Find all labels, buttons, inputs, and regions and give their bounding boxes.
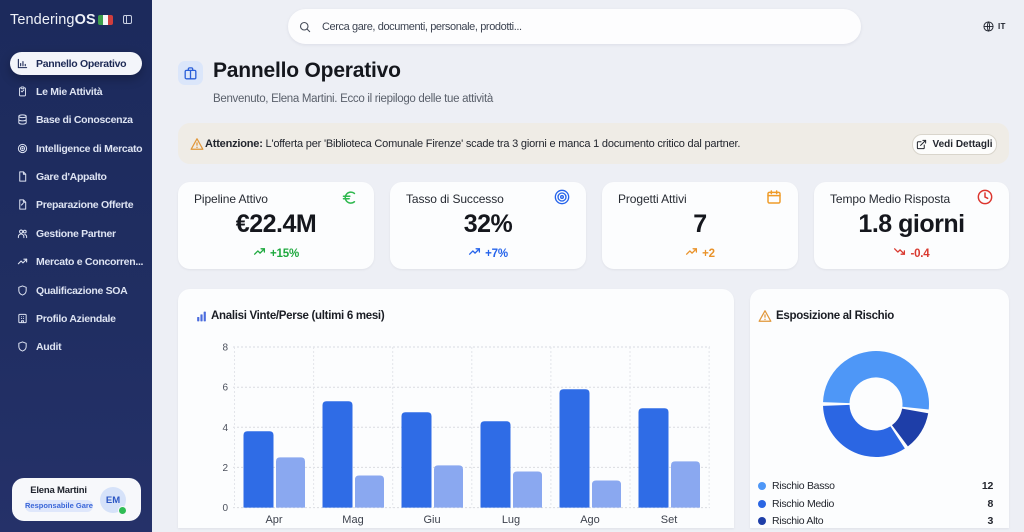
svg-text:Mag: Mag: [342, 514, 363, 526]
svg-text:Lug: Lug: [502, 514, 520, 526]
svg-text:8: 8: [222, 343, 228, 354]
svg-text:Giu: Giu: [423, 514, 440, 526]
svg-text:4: 4: [222, 423, 228, 434]
svg-text:2: 2: [222, 463, 228, 474]
svg-text:Apr: Apr: [265, 514, 282, 526]
svg-text:6: 6: [222, 383, 228, 394]
svg-text:Ago: Ago: [580, 514, 600, 526]
svg-text:Set: Set: [661, 514, 678, 526]
svg-text:0: 0: [222, 503, 228, 514]
